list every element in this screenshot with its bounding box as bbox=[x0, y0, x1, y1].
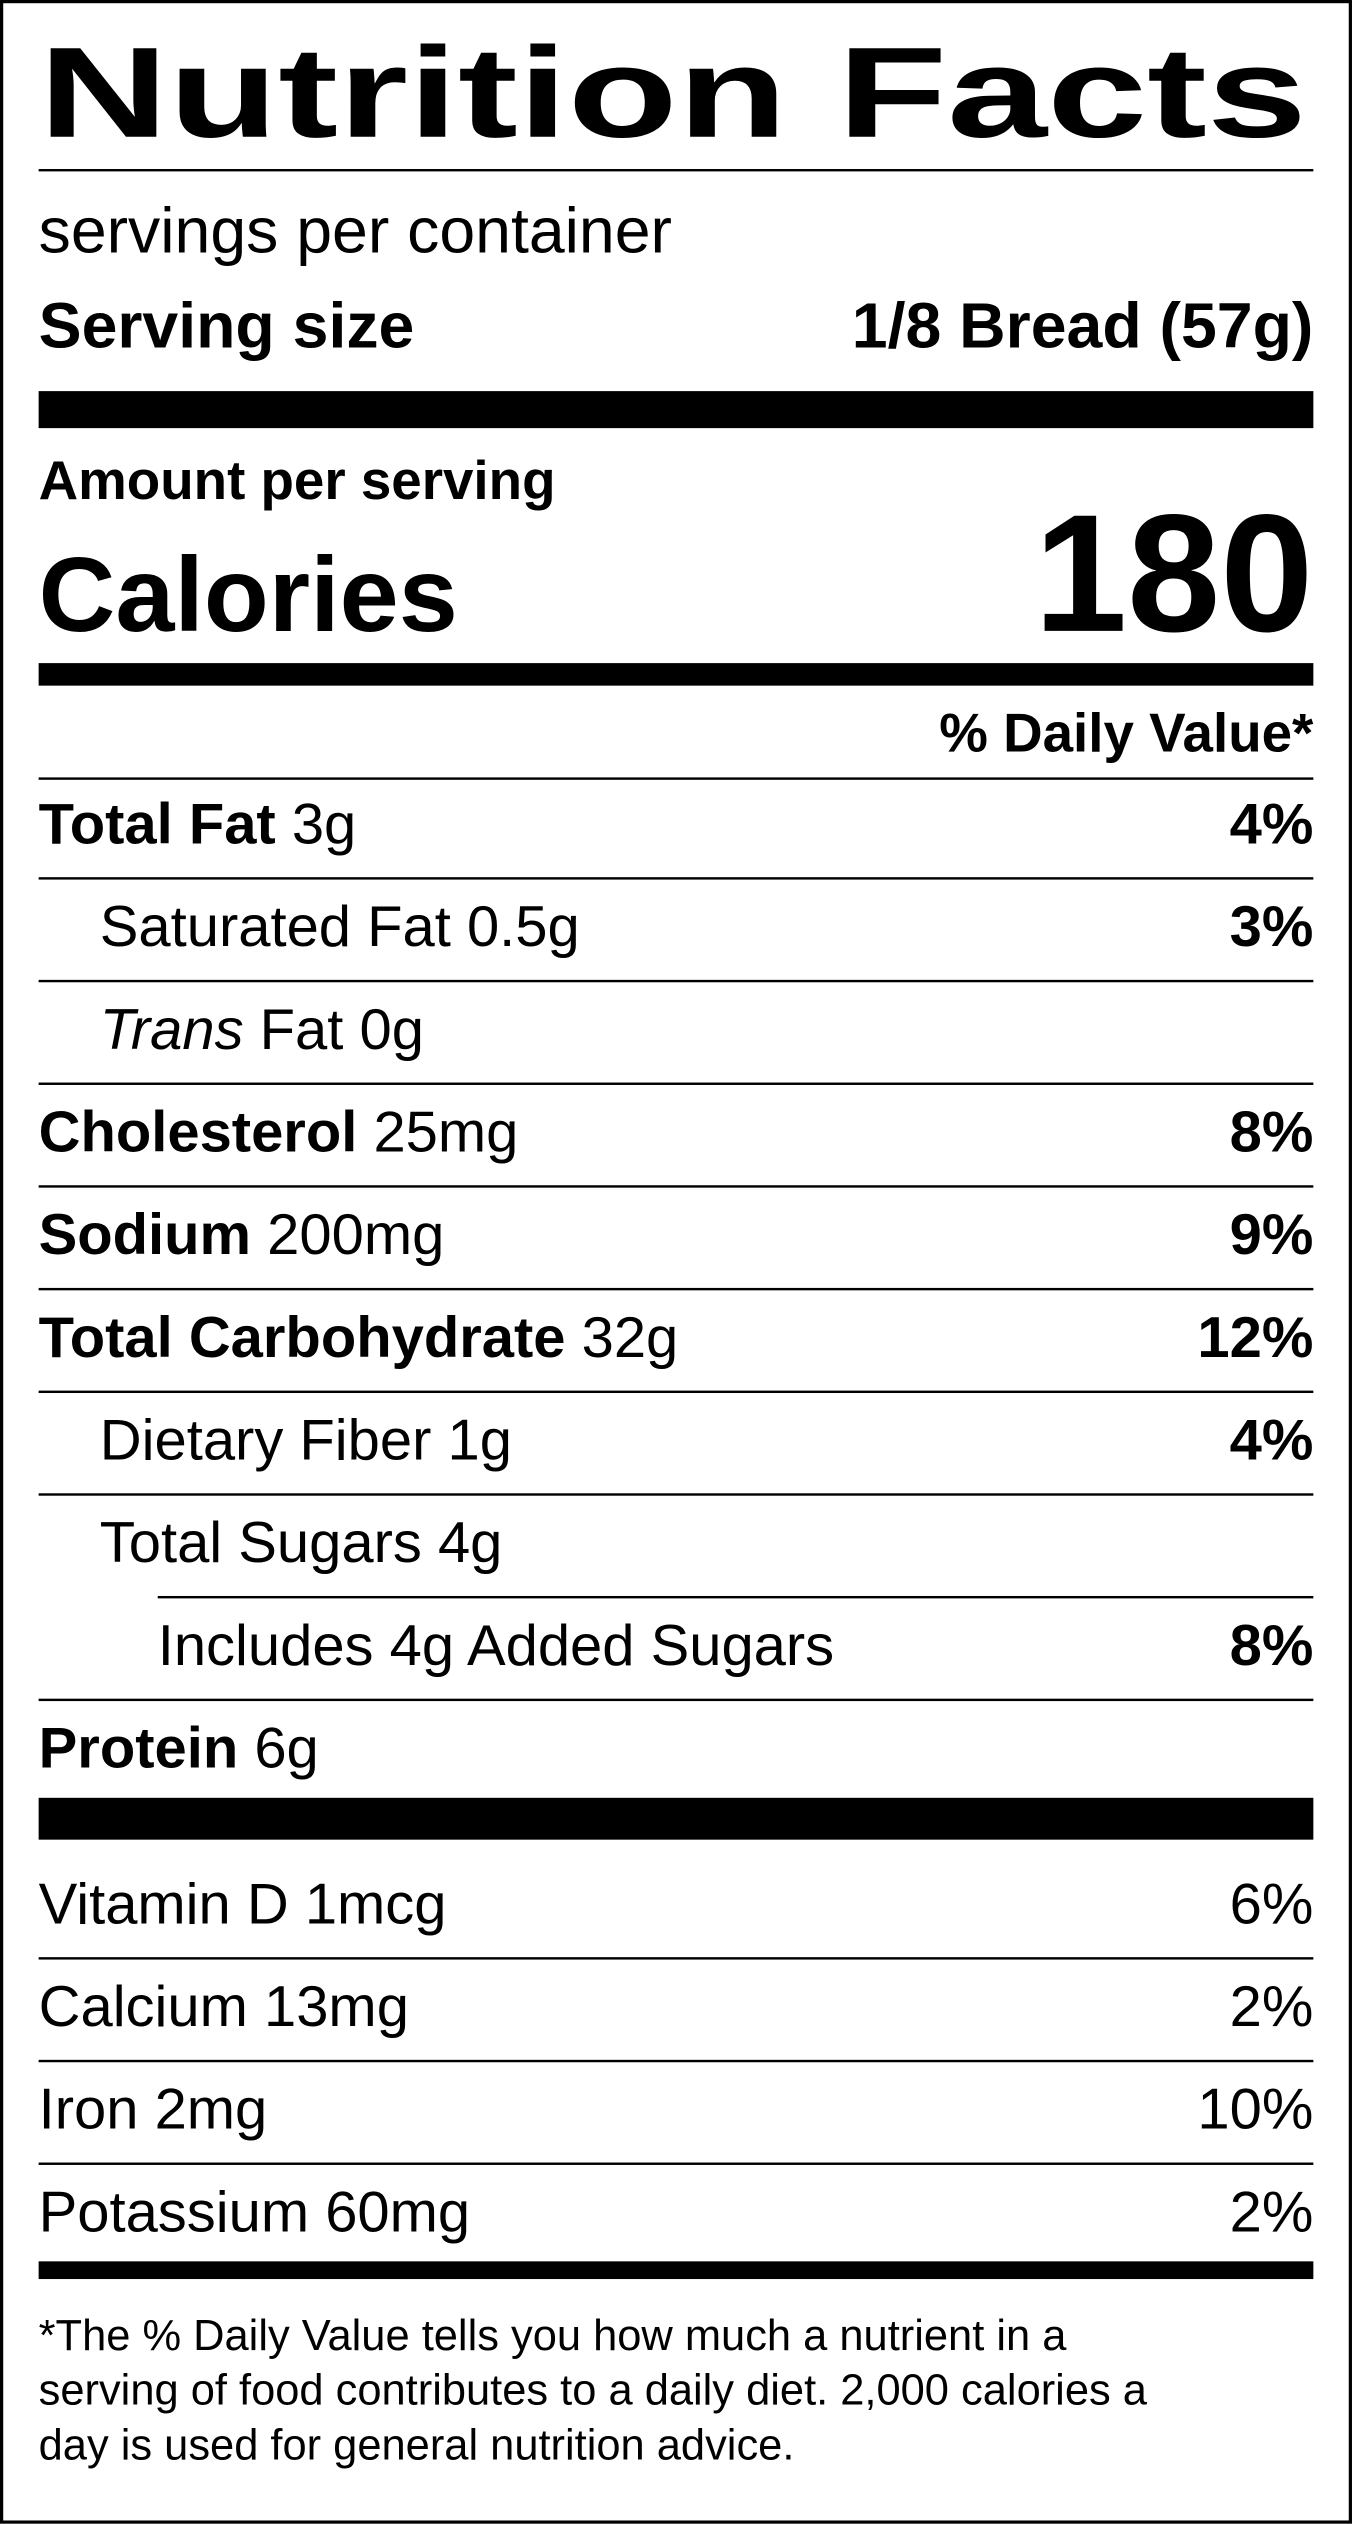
vitamin-dv: 6% bbox=[1230, 1872, 1314, 1936]
divider bbox=[38, 2162, 1314, 2165]
nutrient-amount: 200mg bbox=[267, 1203, 444, 1267]
nutrient-amount: 25mg bbox=[373, 1100, 518, 1164]
vitamin-name: Vitamin D bbox=[39, 1872, 289, 1936]
vitamin-amount: 13mg bbox=[264, 1975, 409, 2039]
nutrient-amount: 32g bbox=[582, 1306, 679, 1370]
title: Nutrition Facts bbox=[39, 21, 1307, 165]
calories-label: Calories bbox=[39, 535, 458, 654]
divider bbox=[38, 1493, 1314, 1496]
nutrient-name: Includes 4g Added Sugars bbox=[158, 1614, 834, 1678]
vitamin-dv: 10% bbox=[1197, 2078, 1313, 2142]
medium-bar bbox=[38, 663, 1314, 686]
nutrient-name: Protein bbox=[39, 1717, 239, 1781]
nutrient-dv: 9% bbox=[1230, 1203, 1314, 1267]
serving-size-label: Serving size bbox=[39, 290, 415, 362]
divider bbox=[38, 1957, 1314, 1960]
nutrient-row: Total Carbohydrate 32g bbox=[39, 1306, 679, 1370]
amount-per-serving: Amount per serving bbox=[39, 449, 556, 511]
vitamin-row: Iron 2mg bbox=[39, 2078, 268, 2142]
divider bbox=[38, 168, 1314, 172]
nutrient-amount: 0.5g bbox=[467, 895, 580, 959]
divider bbox=[38, 877, 1314, 880]
footnote-line: day is used for general nutrition advice… bbox=[39, 2421, 795, 2469]
footnote-line: serving of food contributes to a daily d… bbox=[39, 2367, 1148, 2415]
serving-size: 1/8 Bread (57g) bbox=[852, 290, 1314, 362]
vitamin-name: Potassium bbox=[39, 2180, 309, 2244]
footnote-line: *The % Daily Value tells you how much a … bbox=[39, 2312, 1068, 2360]
nutrient-row: Cholesterol 25mg bbox=[39, 1100, 519, 1164]
divider bbox=[38, 1287, 1314, 1291]
divider bbox=[38, 979, 1314, 983]
nutrient-dv: 4% bbox=[1230, 792, 1314, 856]
vitamin-row: Potassium 60mg bbox=[39, 2180, 471, 2244]
nutrient-name: Fat bbox=[260, 998, 344, 1062]
nutrient-dv: 8% bbox=[1230, 1100, 1314, 1164]
nutrient-amount: 3g bbox=[292, 792, 356, 856]
vitamin-amount: 60mg bbox=[325, 2180, 470, 2244]
nutrient-dv: 4% bbox=[1230, 1408, 1314, 1472]
nutrient-amount: 6g bbox=[254, 1717, 318, 1781]
nutrient-row: Trans Fat 0g bbox=[100, 998, 424, 1062]
thick-bar bbox=[38, 1797, 1314, 1840]
divider bbox=[38, 1390, 1314, 1394]
nutrient-row: Saturated Fat 0.5g bbox=[100, 895, 580, 959]
nutrient-row: Total Sugars 4g bbox=[100, 1511, 503, 1575]
nutrient-name: Total Carbohydrate bbox=[39, 1306, 566, 1370]
nutrient-name: Total Sugars bbox=[100, 1511, 422, 1575]
nutrient-name: Sodium bbox=[39, 1203, 251, 1267]
nutrient-row: Total Fat 3g bbox=[39, 792, 357, 856]
nutrient-amount: 1g bbox=[448, 1408, 512, 1472]
thick-bar bbox=[38, 391, 1314, 429]
nutrient-row: Includes 4g Added Sugars bbox=[158, 1614, 834, 1678]
vitamin-dv: 2% bbox=[1230, 2180, 1314, 2244]
vitamin-name: Iron bbox=[39, 2078, 139, 2142]
nutrient-dv: 3% bbox=[1230, 895, 1314, 959]
nutrient-name: Total Fat bbox=[39, 792, 276, 856]
vitamin-name: Calcium bbox=[39, 1975, 248, 2039]
nutrient-dv: 12% bbox=[1197, 1306, 1313, 1370]
nutrient-name: Saturated Fat bbox=[100, 895, 451, 959]
calories-value: 180 bbox=[1034, 480, 1313, 667]
vitamin-amount: 1mcg bbox=[305, 1872, 447, 1936]
nutrient-name: Dietary Fiber bbox=[100, 1408, 432, 1472]
divider bbox=[38, 1698, 1314, 1702]
vitamin-row: Vitamin D 1mcg bbox=[39, 1872, 447, 1936]
nutrient-amount: 4g bbox=[438, 1511, 502, 1575]
servings: servings per container bbox=[39, 195, 672, 267]
nutrient-amount: 0g bbox=[359, 998, 423, 1062]
nutrient-dv: 8% bbox=[1230, 1614, 1314, 1678]
divider bbox=[157, 1595, 1314, 1599]
nutrient-prefix: Trans bbox=[100, 998, 244, 1062]
daily-value-header: % Daily Value* bbox=[939, 702, 1314, 764]
divider bbox=[38, 1185, 1314, 1188]
divider bbox=[38, 777, 1314, 780]
divider bbox=[38, 1082, 1314, 1085]
vitamin-dv: 2% bbox=[1230, 1975, 1314, 2039]
nutrient-row: Sodium 200mg bbox=[39, 1203, 445, 1267]
medium-bar bbox=[38, 2261, 1314, 2280]
vitamin-amount: 2mg bbox=[155, 2078, 268, 2142]
divider bbox=[38, 2059, 1314, 2063]
nutrient-row: Dietary Fiber 1g bbox=[100, 1408, 512, 1472]
nutrient-name: Cholesterol bbox=[39, 1100, 358, 1164]
vitamin-row: Calcium 13mg bbox=[39, 1975, 409, 2039]
nutrient-row: Protein 6g bbox=[39, 1717, 319, 1781]
